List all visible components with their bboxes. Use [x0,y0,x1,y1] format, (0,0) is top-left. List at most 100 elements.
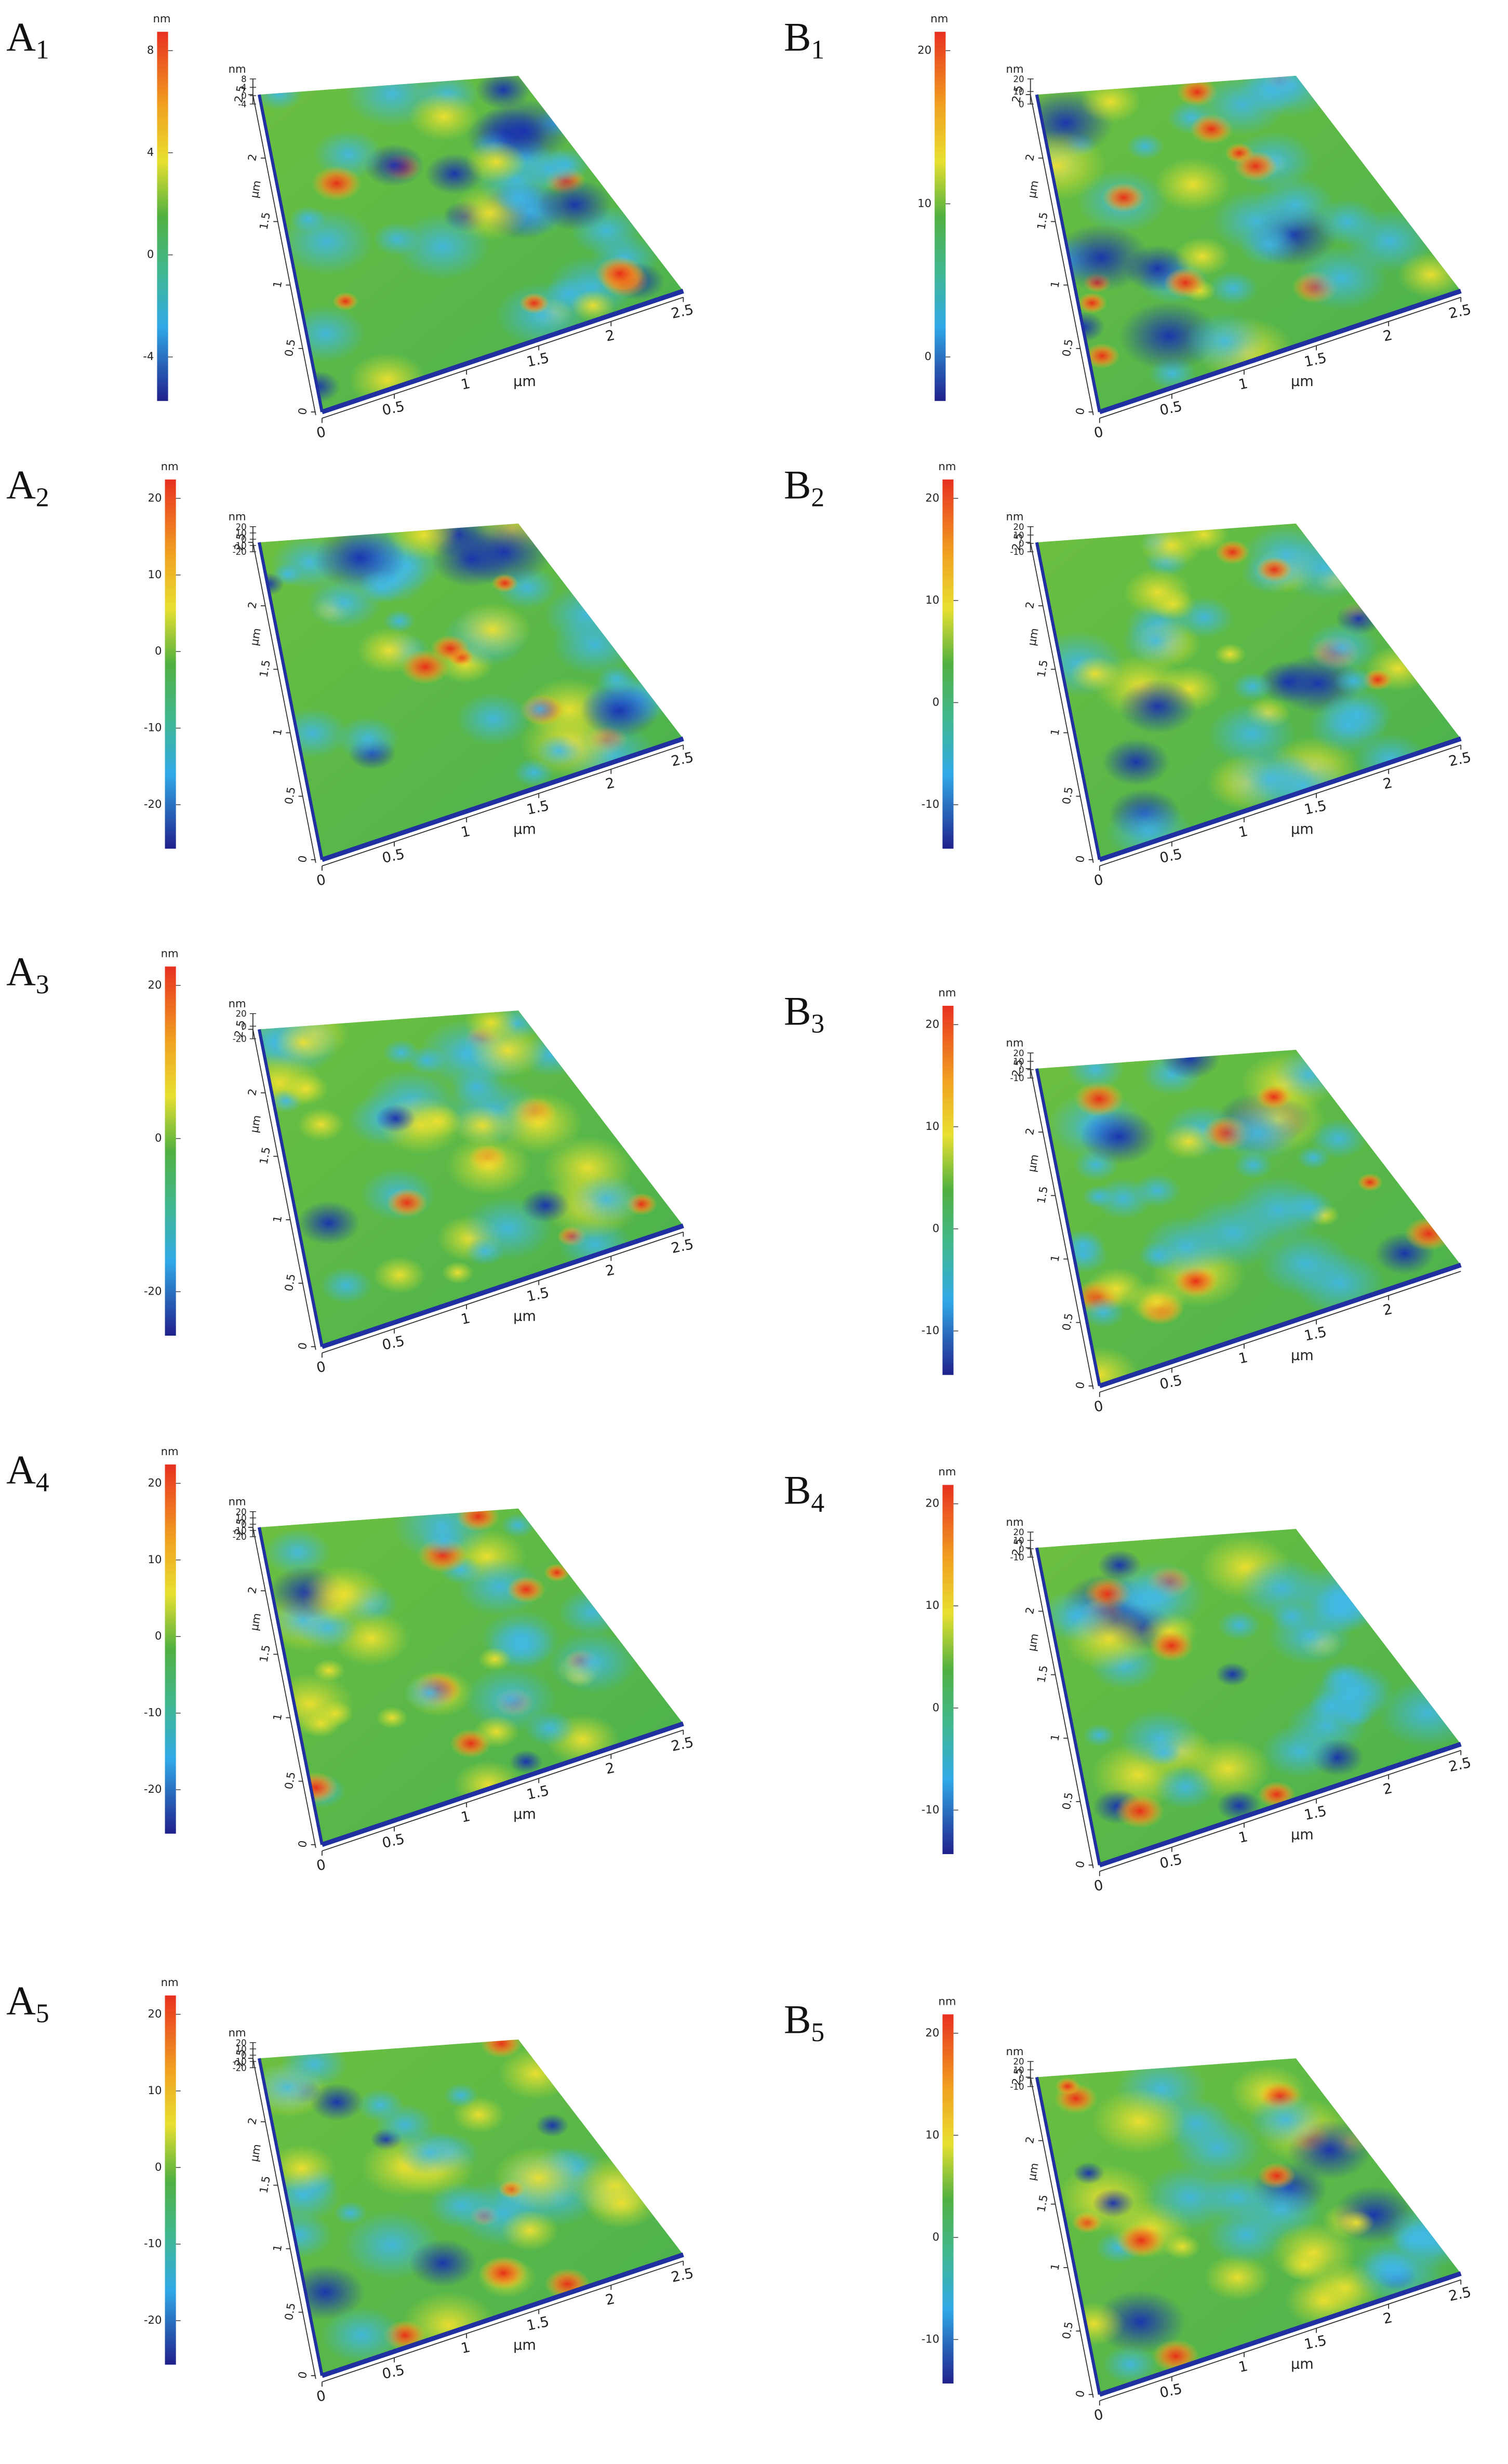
y-axis-unit: μm [1025,1632,1041,1652]
y-tick-label: 0 [296,1341,310,1351]
x-tick-label: 2 [1382,2310,1394,2327]
y-tick-label: 2.5 [1009,532,1025,551]
y-tick-label: 2.5 [1009,84,1025,103]
colorbar-tick-label: -4 [143,350,154,363]
surface-feature [332,292,359,311]
z-tick-label: 20 [1013,1048,1024,1058]
x-tick-label: 2.5 [670,302,695,322]
surface-feature [1055,2077,1080,2095]
axis-line [252,2058,316,2379]
axis-line [1030,1548,1094,1869]
colorbar-unit: nm [161,1445,179,1458]
surface-feature [1321,689,1393,740]
y-tick-label: 1 [270,280,284,289]
axis-edge [321,1223,684,1349]
label-subscript: 2 [811,483,824,512]
z-tick-label: 20 [1013,522,1024,532]
x-tick-label: 0.5 [1158,398,1184,419]
colorbar-tick-label: 0 [932,1701,939,1714]
surface-feature [1154,157,1232,212]
surface-feature [1083,1724,1116,1747]
surface-feature [311,166,362,201]
colorbar-tick-label: 8 [147,44,154,57]
colorbar-tick-label: 0 [932,695,939,708]
z-tick-label: 10 [1013,530,1024,540]
surface-feature [453,603,531,657]
label-letter: B [784,1997,811,2043]
y-tick-label: 2 [1023,2135,1037,2145]
surface-feature [519,148,579,190]
y-tick-label: 2 [1023,601,1037,610]
surface-feature [1218,1610,1261,1641]
z-tick-label: 10 [1013,87,1024,97]
label-letter: B [784,989,811,1034]
panel-label: B3 [784,989,824,1038]
surface-feature [1115,1794,1165,1829]
surface-feature [1122,617,1189,664]
y-tick-label: 0 [296,1840,310,1849]
x-tick-label: 0.5 [1158,1373,1184,1393]
surface-feature [479,2256,528,2290]
colorbar-unit: nm [161,1976,179,1989]
z-tick-label: 10 [1013,2065,1024,2075]
x-tick-label: 0.5 [381,1333,406,1353]
surface-feature [493,2146,584,2210]
colorbar-tick-label: 10 [148,568,162,581]
colorbar [165,966,176,1336]
surface-feature [537,178,612,231]
y-tick-label: 0.5 [1060,1312,1075,1331]
surface-feature [1237,1557,1326,1620]
surface-feature [1143,2165,1237,2230]
x-tick-label: 2 [1382,1780,1394,1798]
colorbar-tick-label: -10 [922,1324,940,1337]
axis-edge [257,1029,324,1347]
x-tick-label: 0 [315,1358,327,1376]
surface-feature [571,1175,642,1224]
y-tick-label: 2.5 [232,532,247,551]
axis-line [1099,2279,1461,2402]
axis-edge [1035,542,1101,860]
surface-feature [1215,540,1250,565]
surface-feature [1391,2225,1433,2254]
x-tick-label: 1.5 [525,798,551,818]
surface-feature [1258,660,1319,703]
surface-feature [580,683,659,739]
axis-line [322,297,684,419]
y-tick-label: 1 [270,727,284,737]
surface-feature [498,2047,573,2100]
colorbar-unit: nm [161,460,179,473]
label-subscript: 5 [811,2018,824,2047]
colorbar-tick-label: 0 [155,1131,162,1144]
surface-feature [1234,1151,1273,1179]
y-tick-label: 2 [245,2116,259,2126]
z-axis-unit: nm [1006,2045,1023,2058]
label-letter: A [6,462,36,508]
y-tick-label: 0.5 [282,338,298,357]
panel-label: B4 [784,1468,824,1518]
surface-feature [1080,80,1141,123]
x-tick-label: 1 [460,1808,472,1826]
surface-feature [442,1261,474,1284]
x-axis-unit: μm [1291,2356,1314,2372]
x-tick-label: 0.5 [1158,846,1184,867]
x-tick-label: 2.5 [1447,302,1473,322]
y-tick-label: 1 [1048,1254,1062,1263]
label-letter: B [784,1468,811,1513]
panel-label: A1 [6,15,49,64]
surface-feature [543,1563,570,1582]
panel-label: B5 [784,1997,824,2047]
y-tick-label: 2.5 [232,84,247,103]
axis-edge [321,736,684,862]
axis-line [252,94,316,416]
surface-feature [1154,1765,1216,1809]
panel-label: A5 [6,1978,49,2028]
z-axis-unit: nm [229,2026,246,2039]
surface-feature [1092,2088,1186,2154]
surface-feature [259,2062,324,2113]
surface-feature [456,1508,500,1532]
x-tick-label: 1.5 [525,2314,551,2334]
surface-feature [1183,1198,1283,1268]
axis-line [1030,542,1094,863]
label-subscript: 2 [36,483,49,512]
label-letter: A [6,15,36,60]
